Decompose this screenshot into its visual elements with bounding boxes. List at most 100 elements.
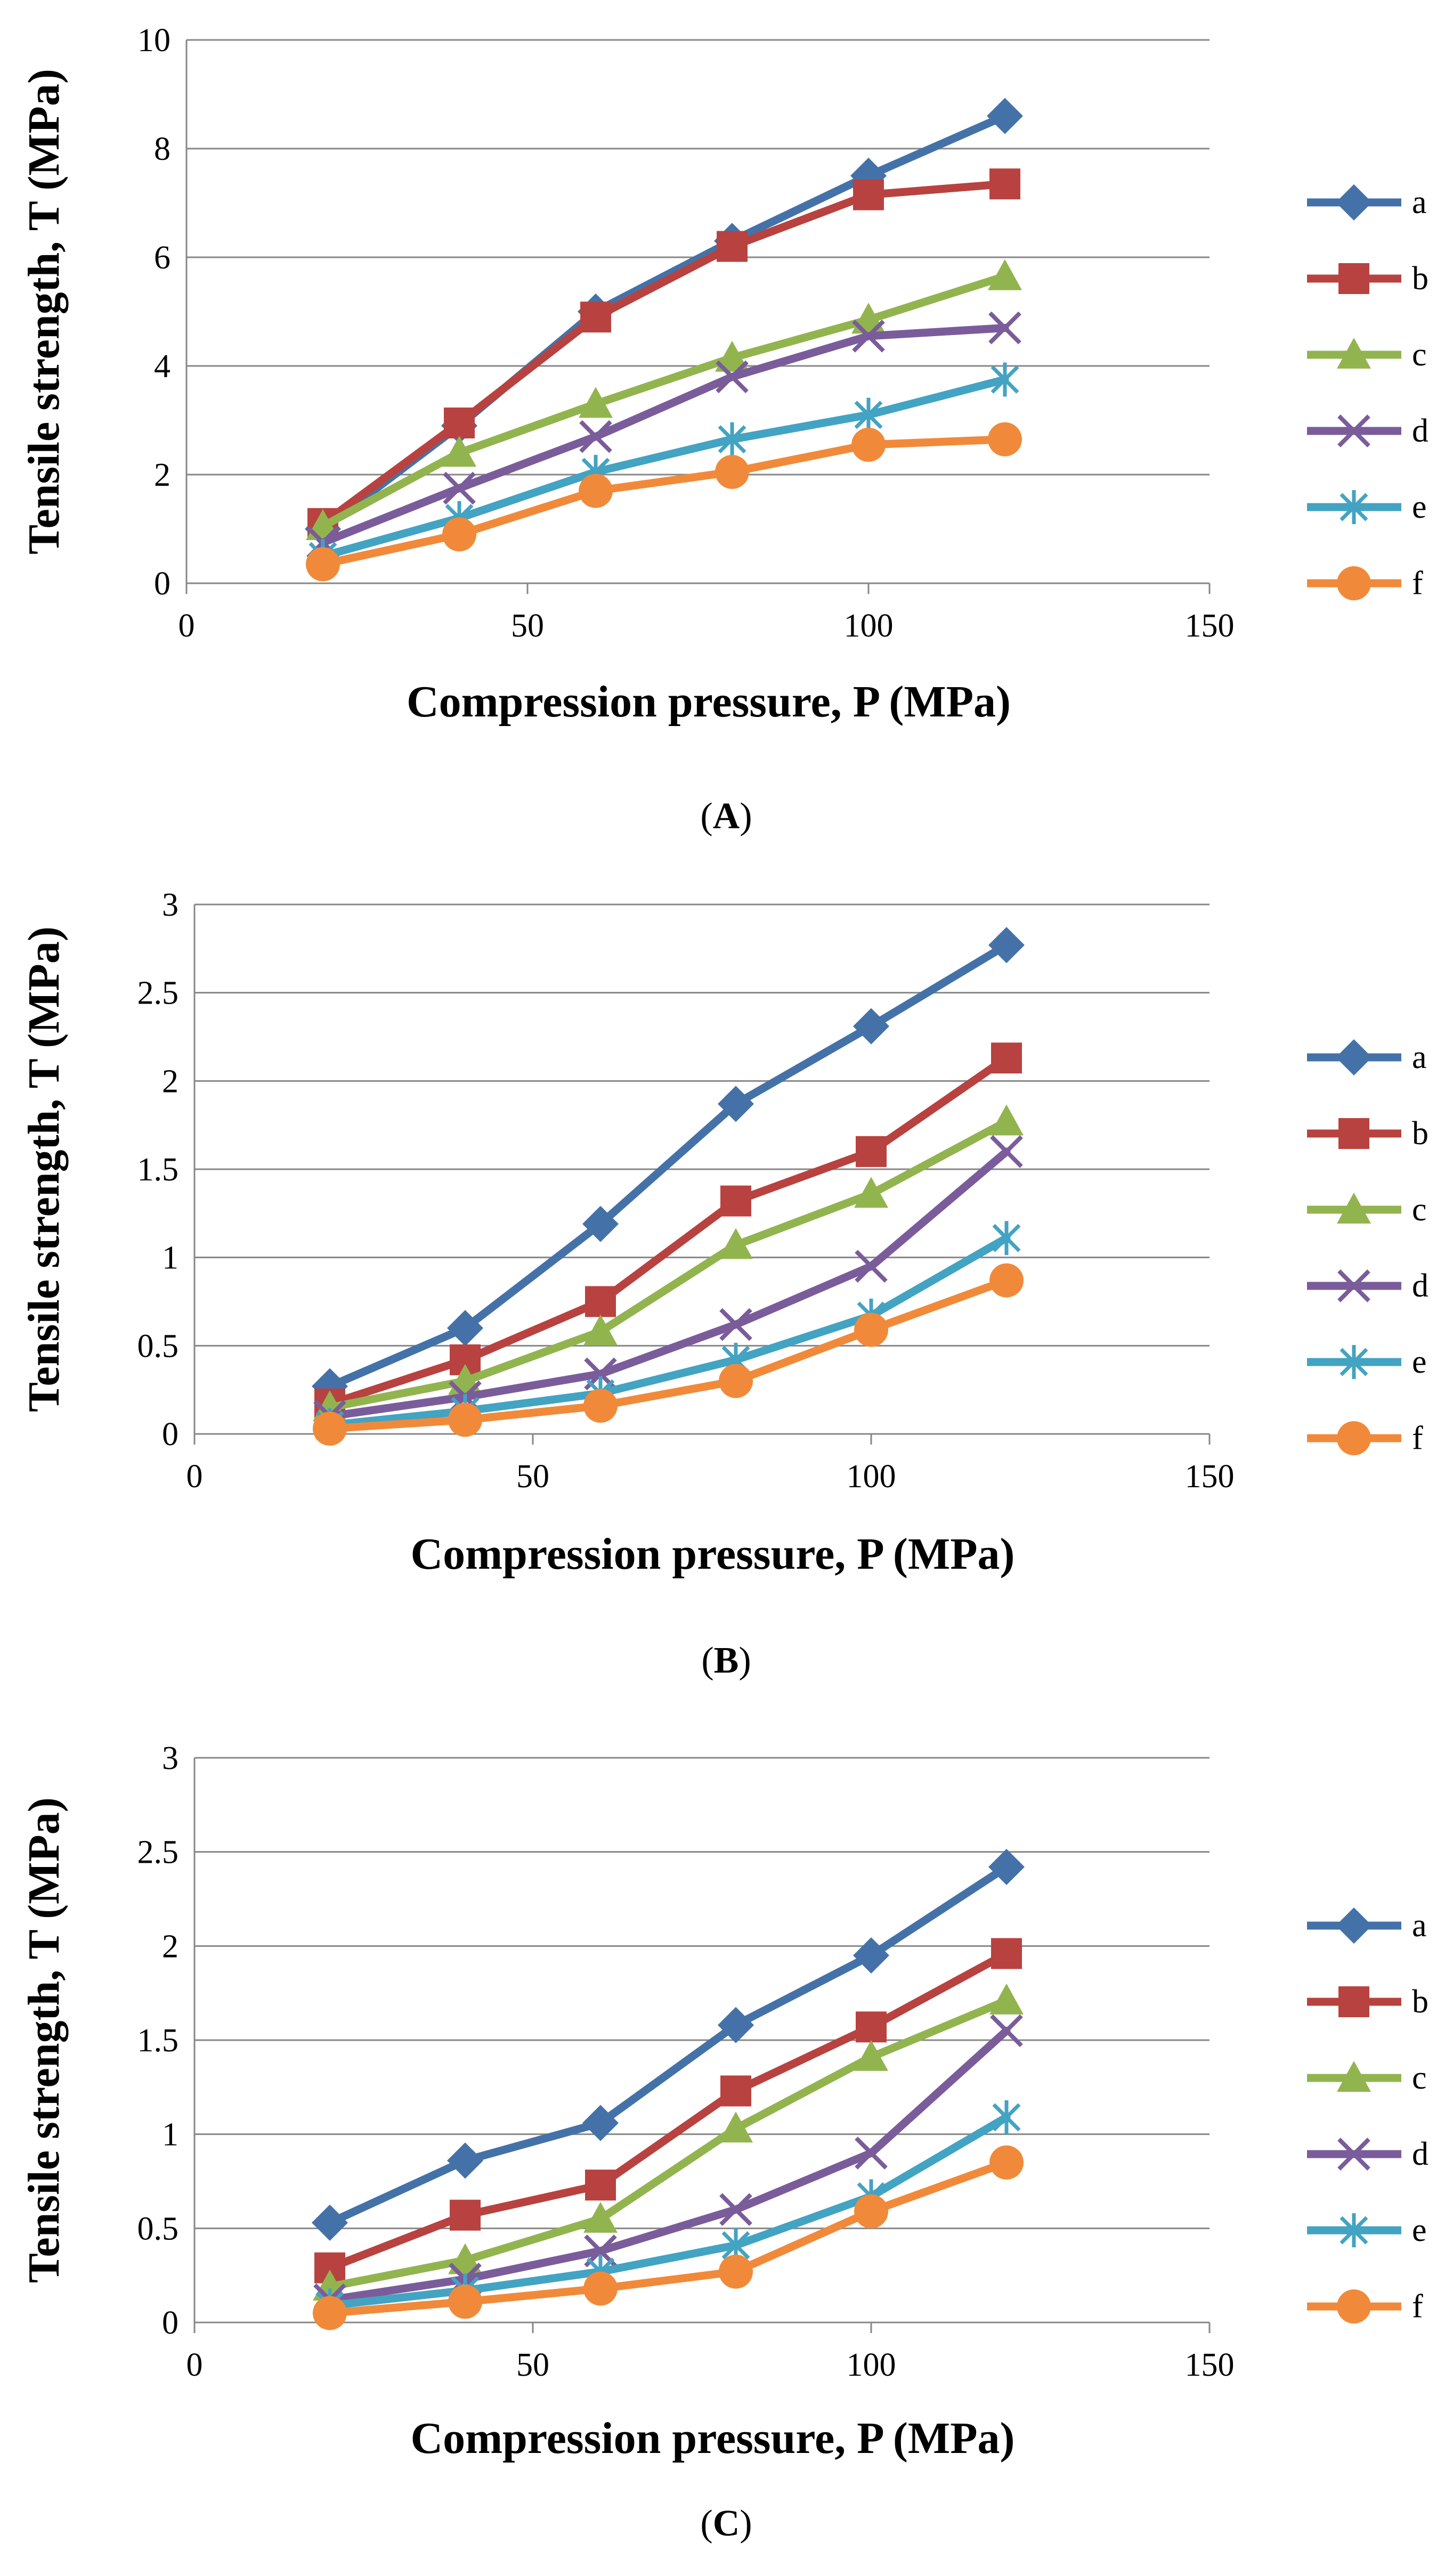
panel-label-paren: ) — [740, 2503, 752, 2544]
x-tick-label: 100 — [847, 2347, 896, 2383]
x-tick-label: 50 — [516, 1458, 549, 1495]
x-tick-label: 100 — [844, 608, 894, 644]
series-d-point — [443, 471, 476, 505]
series-d-point — [855, 1250, 888, 1283]
panel-label-paren: ) — [738, 1640, 751, 1681]
series-b-point — [585, 2170, 616, 2201]
series-d-line — [326, 1147, 1011, 1421]
panel-label-paren: ( — [700, 2503, 712, 2544]
y-tick-label: 2.5 — [137, 975, 179, 1012]
series-c-point — [854, 2040, 888, 2071]
series-b — [314, 1042, 1022, 1420]
series-a-point — [447, 1310, 483, 1347]
series-f-point — [719, 1364, 753, 1398]
series-c-point — [719, 2112, 753, 2143]
series-d-point — [716, 360, 749, 394]
series-b-point — [450, 2199, 481, 2231]
series-e-point — [991, 362, 1019, 397]
x-tick-label: 150 — [1185, 608, 1235, 644]
legend-swatch-marker — [1340, 2213, 1368, 2247]
legend-label: b — [1412, 260, 1428, 297]
series-a-point — [988, 927, 1025, 964]
series-f — [313, 1263, 1024, 1446]
y-tick-label: 2 — [162, 1063, 178, 1099]
series-a-point — [582, 2105, 619, 2141]
series-c-point — [854, 1177, 888, 1208]
series-a-point — [447, 2142, 483, 2179]
panel-label: (A) — [700, 796, 752, 837]
series-b-point — [856, 2011, 887, 2043]
series-e-point — [718, 422, 746, 456]
legend-label: f — [1412, 1420, 1423, 1456]
legend-swatch-marker — [1338, 263, 1369, 294]
series-d-point — [855, 2137, 888, 2170]
legend-label: e — [1412, 1344, 1427, 1380]
legend-label: a — [1412, 184, 1427, 221]
y-tick-label: 10 — [137, 22, 171, 59]
series-c-point — [442, 436, 476, 467]
series-b-point — [991, 1042, 1022, 1074]
legend-label: f — [1412, 565, 1423, 601]
legend-label: d — [1412, 2136, 1428, 2172]
panel-label: (C) — [700, 2503, 752, 2544]
y-tick-label: 1.5 — [137, 2023, 179, 2059]
legend-label: b — [1412, 1984, 1428, 2020]
series-f-point — [313, 2296, 347, 2330]
series-e-line — [326, 1234, 1011, 1429]
y-axis-title: Tensile strength, T (MPa) — [19, 1797, 69, 2283]
legend: a b c d e f — [1307, 184, 1428, 601]
series-c-point — [583, 1314, 618, 1346]
y-tick-label: 0.5 — [137, 2211, 179, 2247]
legend-label: a — [1412, 1039, 1427, 1075]
series-e-point — [854, 397, 883, 432]
series-f-point — [583, 2271, 618, 2306]
series-c — [313, 1983, 1024, 2301]
y-tick-label: 0.5 — [137, 1328, 179, 1364]
series-b-point — [856, 1136, 887, 1167]
series-b-point — [720, 2075, 751, 2107]
y-tick-label: 2.5 — [137, 1835, 179, 1871]
x-tick-label: 50 — [511, 608, 544, 644]
legend-label: b — [1412, 1115, 1428, 1152]
series-c-line — [326, 1996, 1011, 2291]
series-d-point — [988, 311, 1021, 345]
series-b-point — [989, 168, 1020, 200]
series-d-point — [852, 320, 885, 353]
series-a-point — [718, 1086, 754, 1122]
series-f — [313, 2145, 1024, 2330]
series-f-point — [448, 2285, 482, 2319]
series-f-point — [306, 547, 340, 582]
x-tick-label: 100 — [847, 1458, 896, 1495]
series-d-point — [990, 1135, 1023, 1168]
chart-panel-C: 0 0.5 1 1.5 2 2.5 3 0 50 100 150 Compression pressu… — [19, 1740, 1428, 2544]
legend-label: c — [1412, 1192, 1427, 1228]
series-a-point — [987, 97, 1023, 134]
y-tick-label: 2 — [154, 457, 171, 493]
chart-panel-B: 0 0.5 1 1.5 2 2.5 3 0 50 100 150 Compression pressu… — [19, 887, 1428, 1681]
series-c-point — [719, 1228, 753, 1259]
x-tick-label: 0 — [186, 1458, 203, 1495]
legend-label: c — [1412, 2060, 1427, 2096]
legend-swatch-marker — [1337, 414, 1370, 447]
series-b-point — [444, 407, 475, 439]
series-e-line — [319, 376, 1009, 560]
y-tick-label: 1 — [162, 1240, 178, 1276]
legend: a b c d e f — [1307, 1907, 1428, 2325]
series-f-point — [854, 2194, 888, 2229]
y-tick-label: 1 — [162, 2117, 178, 2153]
series-c-point — [989, 1104, 1024, 1136]
x-tick-label: 50 — [516, 2347, 549, 2383]
series-c-point — [583, 2202, 618, 2233]
y-tick-label: 1.5 — [137, 1152, 179, 1188]
series-b-point — [853, 179, 884, 210]
series-c-point — [989, 1983, 1024, 2015]
series-b-point — [585, 1286, 616, 1317]
y-tick-label: 0 — [162, 1416, 178, 1453]
y-axis-title: Tensile strength, T (MPa) — [19, 926, 69, 1412]
panel-label-paren: ( — [701, 1640, 713, 1681]
x-tick-label: 150 — [1185, 2347, 1235, 2383]
legend-swatch-marker — [1337, 2061, 1371, 2092]
legend-swatch-marker — [1338, 1986, 1369, 2017]
series-f-point — [442, 517, 476, 552]
series-f-point — [715, 454, 749, 489]
